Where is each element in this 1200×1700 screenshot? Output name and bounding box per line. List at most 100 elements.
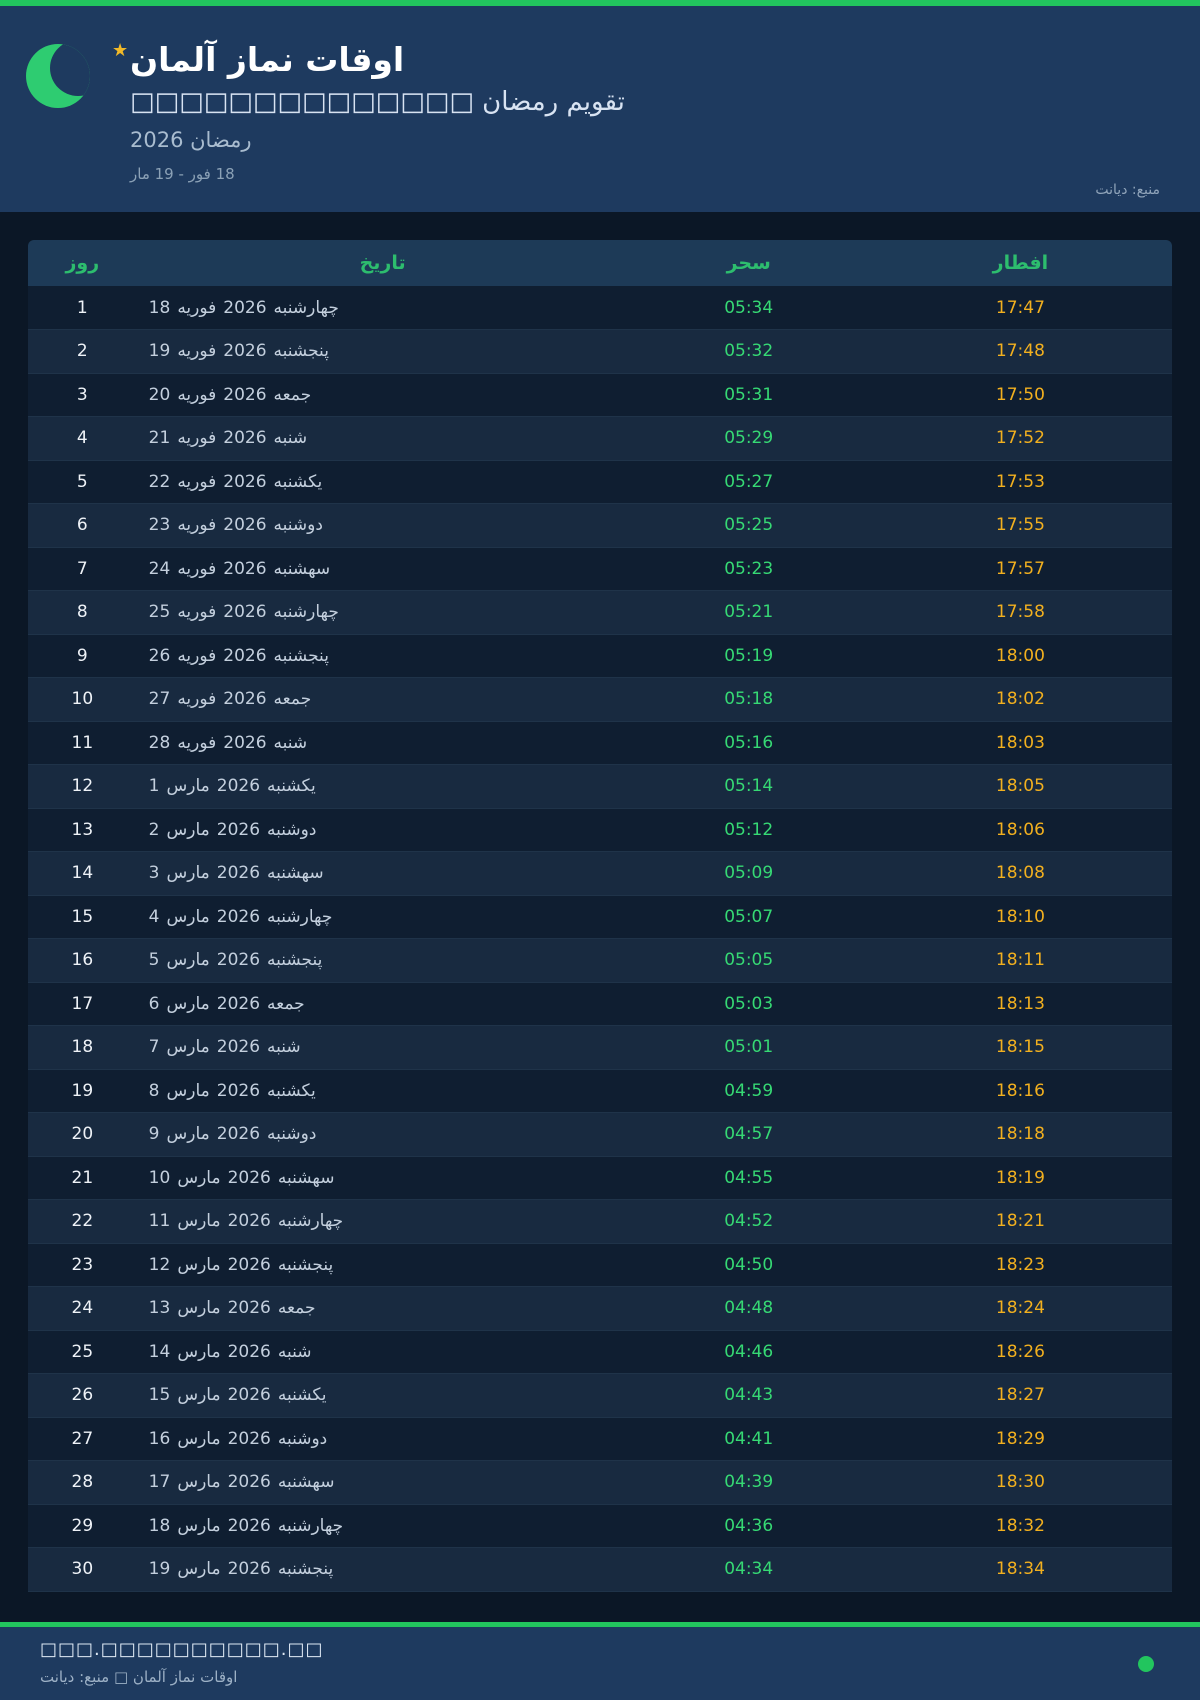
date-day: 18 [148,297,171,318]
source-label: منبع: دیانت [1095,182,1160,198]
day-number: 5 [28,459,137,504]
table-row: 16 5 مارس 2026 پنجشنبه 05:05 18:11 [28,938,1172,982]
date-weekday: شنبه [267,1037,301,1058]
crescent-moon-icon [26,44,90,108]
date-cell: 2 مارس 2026 دوشنبه [136,807,629,852]
table-row: 11 28 فوریه 2026 شنبه 05:16 18:03 [28,720,1172,765]
date-day: 10 [148,1167,171,1188]
date-month: فوریه [177,471,217,492]
date-year: 2026 [227,1211,271,1232]
date-weekday: یکشنبه [267,1080,316,1101]
suhoor-time: 05:03 [628,981,869,1026]
date-weekday: سهشنبه [267,863,324,884]
date-weekday: جمعه [267,993,305,1014]
date-weekday: دوشنبه [273,515,323,536]
table-row: 2 19 فوریه 2026 پنجشنبه 05:32 17:48 [28,329,1172,373]
date-cell: 9 مارس 2026 دوشنبه [136,1112,629,1156]
header: ★ اوقات نماز آلمان تقویم رمضان □□□□□□□□□… [0,6,1200,212]
suhoor-time: 05:23 [628,546,869,591]
day-number: 14 [28,851,137,895]
date-cell: 16 مارس 2026 دوشنبه [136,1416,629,1461]
date-year: 2026 [223,732,267,753]
date-cell: 1 مارس 2026 یکشنبه [136,764,629,808]
iftar-time: 18:05 [868,764,1172,808]
date-cell: 11 مارس 2026 چهارشنبه [136,1199,629,1243]
iftar-time: 18:21 [868,1199,1172,1243]
date-cell: 18 فوریه 2026 چهارشنبه [137,286,629,330]
iftar-time: 17:58 [868,590,1172,634]
date-year: 2026 [223,645,267,666]
date-month: مارس [166,950,210,971]
date-day: 3 [148,863,160,884]
day-number: 28 [28,1460,137,1504]
date-month: فوریه [177,558,217,579]
table-row: 18 7 مارس 2026 شنبه 05:01 18:15 [28,1025,1172,1069]
suhoor-time: 04:34 [628,1547,869,1592]
table-row: 22 11 مارس 2026 چهارشنبه 04:52 18:21 [28,1199,1172,1243]
table-row: 13 2 مارس 2026 دوشنبه 05:12 18:06 [28,807,1172,852]
date-year: 2026 [227,1428,271,1449]
iftar-time: 18:23 [868,1242,1172,1287]
iftar-time: 18:29 [868,1416,1172,1461]
table-body: 1 18 فوریه 2026 چهارشنبه 05:34 17:47 2 19 فو… [28,286,1172,1592]
day-number: 26 [28,1373,137,1417]
day-number: 30 [28,1547,137,1592]
suhoor-time: 04:46 [628,1329,869,1374]
date-cell: 20 فوریه 2026 جمعه [136,372,629,417]
date-day: 22 [148,471,171,492]
date-month: فوریه [177,297,217,318]
date-day: 21 [148,428,171,449]
header-text: اوقات نماز آلمان تقویم رمضان □□□□□□□□□□□… [130,36,625,185]
date-cell: 5 مارس 2026 پنجشنبه [136,938,629,982]
date-month: مارس [166,993,210,1014]
date-weekday: دوشنبه [267,1124,317,1145]
date-cell: 18 مارس 2026 چهارشنبه [136,1503,629,1548]
date-cell: 19 مارس 2026 پنجشنبه [136,1547,629,1592]
date-year: 2026 [227,1559,271,1580]
date-cell: 23 فوریه 2026 دوشنبه [136,503,629,547]
table-row: 28 17 مارس 2026 سهشنبه 04:39 18:30 [28,1460,1172,1504]
day-number: 19 [28,1068,137,1113]
iftar-time: 18:02 [868,677,1172,721]
brand-logo: ★ [26,36,130,166]
table-row: 6 23 فوریه 2026 دوشنبه 05:25 17:55 [28,503,1172,547]
date-month: فوریه [177,428,217,449]
day-number: 12 [28,764,137,808]
day-number: 27 [28,1416,137,1461]
date-cell: 8 مارس 2026 یکشنبه [136,1068,629,1113]
date-weekday: شنبه [277,1341,312,1362]
date-month: مارس [166,863,210,884]
day-number: 7 [28,546,137,591]
date-year: 2026 [216,776,261,797]
date-weekday: پنجشنبه [273,341,329,362]
suhoor-time: 05:12 [628,807,869,852]
iftar-time: 18:34 [868,1547,1172,1592]
table-row: 24 13 مارس 2026 جمعه 04:48 18:24 [28,1286,1172,1330]
suhoor-time: 05:19 [628,633,869,678]
date-weekday: سهشنبه [277,1167,335,1188]
date-day: 16 [148,1428,171,1449]
date-year: 2026 [216,1037,261,1058]
footer: □□□.□□□□□□□□□□.□□ اوقات نماز آلمان □ منب… [0,1627,1200,1700]
iftar-time: 18:08 [868,851,1172,895]
date-cell: 14 مارس 2026 شنبه [136,1329,629,1374]
day-number: 22 [28,1199,137,1243]
date-cell: 6 مارس 2026 جمعه [136,981,629,1026]
date-day: 24 [148,558,171,579]
date-cell: 26 فوریه 2026 پنجشنبه [136,633,629,678]
date-cell: 21 فوریه 2026 شنبه [136,416,629,460]
suhoor-time: 05:07 [628,894,869,939]
date-day: 26 [148,645,171,666]
date-cell: 4 مارس 2026 چهارشنبه [136,894,629,939]
date-year: 2026 [227,1472,271,1493]
date-month: فوریه [177,515,217,536]
date-year: 2026 [216,1080,261,1101]
date-cell: 17 مارس 2026 سهشنبه [136,1460,629,1504]
table-row: 12 1 مارس 2026 یکشنبه 05:14 18:05 [28,764,1172,808]
date-weekday: پنجشنبه [277,1254,334,1275]
table-row: 5 22 فوریه 2026 یکشنبه 05:27 17:53 [28,459,1172,504]
date-year: 2026 [216,906,261,927]
suhoor-time: 04:39 [628,1460,869,1504]
date-weekday: شنبه [273,732,308,753]
